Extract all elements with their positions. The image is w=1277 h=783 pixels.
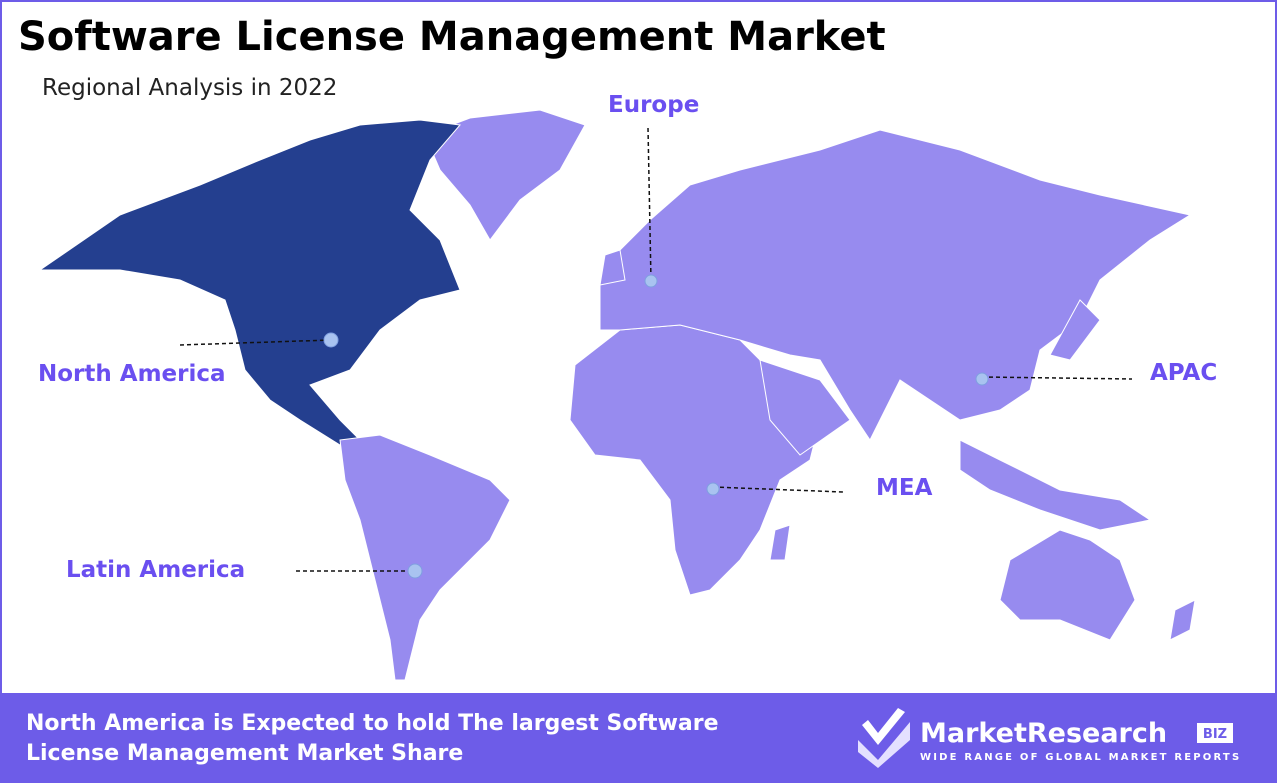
marker <box>644 274 658 288</box>
title: Software License Management Market <box>18 14 886 60</box>
marker <box>706 482 720 496</box>
callouts <box>179 127 1133 579</box>
footer-text: License Management Market Share <box>26 741 463 766</box>
japan <box>1049 299 1101 361</box>
leader-line <box>647 127 652 282</box>
logo: MarketResearch BIZ WIDE RANGE OF GLOBAL … <box>858 708 1241 768</box>
region-label: MEA <box>876 475 933 501</box>
logo-badge: BIZ <box>1203 727 1227 742</box>
south-america <box>339 434 511 681</box>
greenland <box>424 109 586 241</box>
footer-text: North America is Expected to hold The la… <box>26 711 719 736</box>
australia <box>999 529 1136 641</box>
world-map <box>38 109 1196 681</box>
marker <box>407 563 423 579</box>
footer-bar <box>0 693 1277 783</box>
logo-icon <box>858 722 910 768</box>
marker <box>975 372 989 386</box>
logo-name: MarketResearch <box>920 718 1167 749</box>
eurasia <box>599 129 1192 441</box>
logo-badge-bg <box>1197 723 1233 743</box>
arabia <box>759 359 851 456</box>
leader-line <box>712 486 844 493</box>
region-label: APAC <box>1150 360 1217 386</box>
region-label: Europe <box>608 92 699 118</box>
se-asia <box>959 439 1152 531</box>
region-label: Latin America <box>66 557 245 583</box>
new-zealand <box>1169 599 1196 641</box>
region-label: North America <box>38 361 226 387</box>
subtitle: Regional Analysis in 2022 <box>42 75 337 101</box>
uk <box>599 249 626 286</box>
madagascar <box>769 524 791 561</box>
marker <box>323 332 339 348</box>
logo-tagline: WIDE RANGE OF GLOBAL MARKET REPORTS <box>920 752 1241 763</box>
logo-icon <box>862 708 905 745</box>
